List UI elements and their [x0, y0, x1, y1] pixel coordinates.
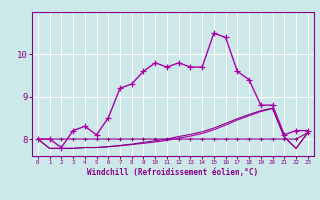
- X-axis label: Windchill (Refroidissement éolien,°C): Windchill (Refroidissement éolien,°C): [87, 168, 258, 177]
